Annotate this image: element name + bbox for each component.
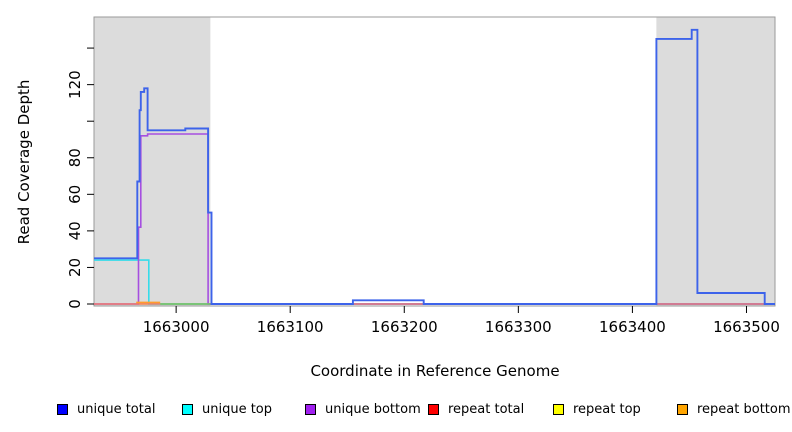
shaded-region	[94, 17, 211, 306]
legend-swatch-icon	[677, 403, 688, 415]
legend-swatch-icon	[57, 403, 68, 415]
x-axis-tick-label: 1663500	[713, 318, 780, 336]
legend-label: unique top	[202, 401, 273, 417]
x-axis-tick-label: 1663400	[599, 318, 666, 336]
y-axis-tick-label: 20	[66, 258, 84, 277]
legend-swatch-icon	[182, 403, 193, 415]
legend-item-repeat-bottom: repeat bottom	[677, 401, 791, 417]
legend-label: unique bottom	[325, 401, 421, 417]
legend-label: unique total	[77, 401, 156, 417]
legend-label: repeat total	[448, 401, 525, 417]
legend-swatch-icon	[428, 403, 439, 415]
legend-label: repeat bottom	[697, 401, 791, 417]
y-axis-tick-label: 80	[66, 148, 84, 167]
legend-item-unique-total: unique total	[57, 401, 155, 417]
y-axis-tick-label: 0	[66, 299, 84, 309]
legend-label: repeat top	[573, 401, 641, 417]
x-axis-tick-label: 1663200	[371, 318, 438, 336]
legend-swatch-icon	[305, 403, 316, 415]
plot-border	[93, 16, 776, 307]
legend-item-repeat-top: repeat top	[553, 401, 641, 417]
x-axis-tick-label: 1663300	[485, 318, 552, 336]
y-axis-tick-label: 120	[66, 70, 84, 99]
legend-item-unique-bottom: unique bottom	[305, 401, 421, 417]
series-line-unique-bottom	[94, 133, 775, 305]
y-axis-tick-label: 40	[66, 221, 84, 240]
legend-item-unique-top: unique top	[182, 401, 272, 417]
x-axis-tick-label: 1663000	[143, 318, 210, 336]
legend-swatch-icon	[553, 403, 564, 415]
legend-item-repeat-total: repeat total	[428, 401, 524, 417]
series-line-unique-total	[94, 28, 775, 305]
y-axis-tick-label: 60	[66, 185, 84, 204]
y-axis-title: Read Coverage Depth	[15, 79, 33, 245]
x-axis-tick-label: 1663100	[257, 318, 324, 336]
x-axis-title: Coordinate in Reference Genome	[310, 362, 560, 380]
plot-legend: unique total unique top unique bottom repea…	[0, 401, 792, 419]
shaded-region	[656, 17, 775, 306]
